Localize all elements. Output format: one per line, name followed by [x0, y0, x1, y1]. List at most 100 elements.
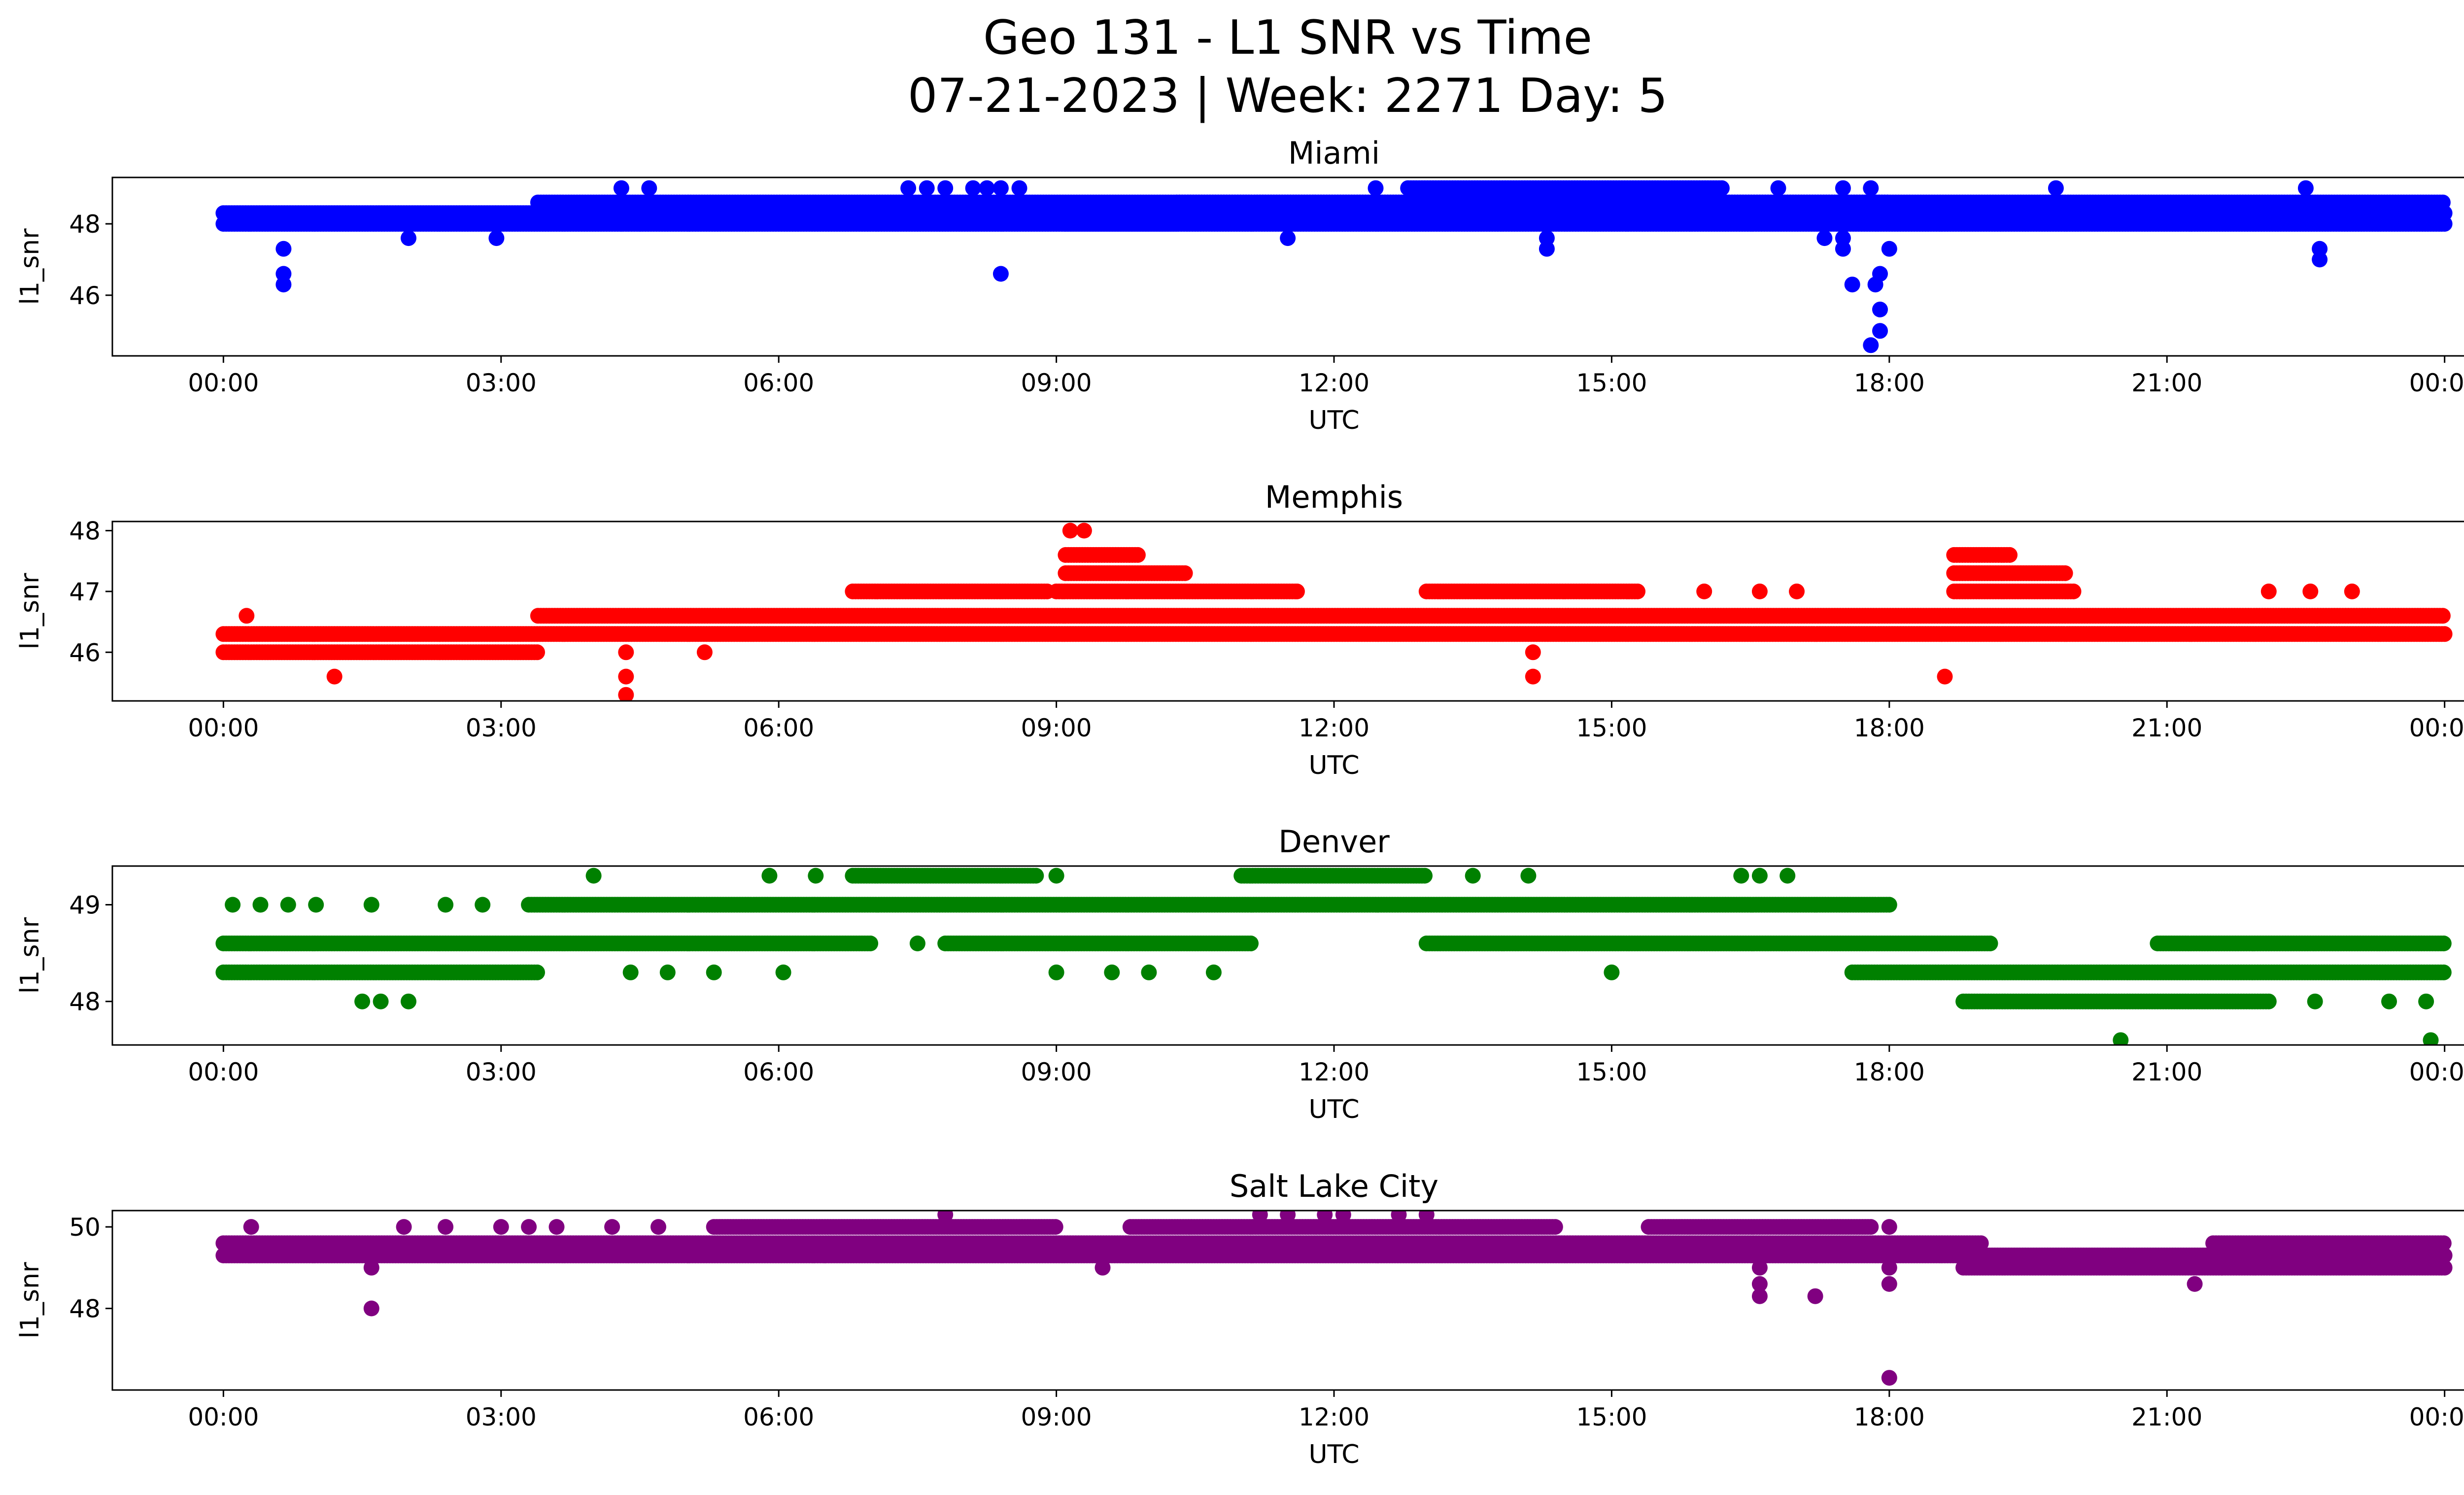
data-point	[2434, 608, 2451, 624]
data-point	[1168, 216, 1185, 232]
data-point	[1844, 277, 1860, 293]
data-point	[2065, 583, 2082, 599]
data-point	[1863, 337, 1879, 353]
x-tick-label: 21:00	[2131, 369, 2202, 397]
data-point	[1280, 230, 1296, 246]
data-series	[215, 522, 2453, 701]
subplot-title: Miami	[1288, 135, 1380, 171]
data-point	[1880, 194, 1896, 210]
x-axis-label: UTC	[1308, 751, 1359, 780]
figure-title: Geo 131 - L1 SNR vs Time 07-21-2023 | We…	[0, 9, 2464, 125]
data-point	[613, 216, 629, 232]
data-point	[401, 230, 416, 246]
data-point	[2002, 547, 2018, 563]
data-point	[919, 180, 935, 196]
data-point	[696, 644, 713, 661]
data-point	[900, 180, 917, 196]
x-tick-label: 15:00	[1576, 369, 1647, 397]
data-point	[2344, 583, 2360, 599]
data-point	[1789, 583, 1805, 599]
y-tick-label: 47	[69, 578, 101, 606]
data-point	[239, 608, 255, 624]
data-point	[641, 180, 657, 196]
data-point	[1770, 180, 1786, 196]
data-point	[992, 180, 1009, 196]
x-tick-label: 00:00	[188, 714, 259, 742]
data-point	[1062, 522, 1078, 539]
data-point	[1872, 266, 1888, 282]
data-point	[275, 241, 292, 257]
x-tick-label: 06:00	[743, 714, 814, 742]
data-point	[632, 216, 648, 232]
data-point	[529, 644, 545, 661]
data-point	[937, 180, 954, 196]
data-point	[1630, 583, 1645, 599]
data-point	[1525, 644, 1541, 661]
figure-title-line1: Geo 131 - L1 SNR vs Time	[983, 11, 1592, 65]
data-point	[965, 180, 981, 196]
data-point	[2057, 565, 2073, 581]
y-axis-label: l1_snr	[15, 228, 45, 305]
x-tick-label: 21:00	[2131, 714, 2202, 742]
y-tick-label: 46	[69, 281, 101, 310]
data-point	[1713, 180, 1730, 196]
subplot-memphis: Memphis 00:00 03:00 06:00 09:00 12:00 15:00 18:…	[15, 479, 2464, 780]
data-point	[488, 230, 505, 246]
subplot-title: Memphis	[1265, 479, 1403, 515]
data-point	[1835, 241, 1851, 257]
data-point	[1872, 323, 1888, 339]
data-point	[618, 644, 634, 661]
y-tick-label: 46	[69, 638, 101, 667]
figure-title-line2: 07-21-2023 | Week: 2271 Day: 5	[907, 69, 1668, 123]
x-tick-label: 00:00	[188, 369, 259, 397]
data-point	[992, 266, 1009, 282]
data-point	[2436, 626, 2453, 642]
x-axis-label: UTC	[1308, 406, 1359, 435]
data-point	[1539, 241, 1555, 257]
x-tick-label: 18:00	[1854, 714, 1925, 742]
x-tick-label: 12:00	[1299, 714, 1369, 742]
data-point	[1937, 668, 1953, 685]
data-point	[1835, 180, 1851, 196]
data-point	[1289, 583, 1305, 599]
data-point	[1881, 241, 1897, 257]
data-point	[1177, 565, 1193, 581]
data-point	[1525, 668, 1541, 685]
data-point	[1816, 216, 1833, 232]
x-tick-label: 00:00	[2409, 714, 2464, 742]
data-point	[1751, 583, 1768, 599]
subplot-miami: Miami 00:00 03:00 06:00 09:00 12:00 15:00 18:00…	[15, 135, 2464, 435]
data-point	[1011, 180, 1027, 196]
x-tick-label: 18:00	[1854, 369, 1925, 397]
data-point	[2260, 583, 2277, 599]
data-point	[326, 668, 342, 685]
x-tick-label: 09:00	[1021, 369, 1092, 397]
y-axis-label: l1_snr	[15, 573, 45, 650]
x-tick-label: 00:00	[2409, 369, 2464, 397]
data-point	[2434, 194, 2451, 210]
data-point	[1872, 301, 1888, 317]
data-series	[215, 180, 2453, 353]
data-point	[618, 687, 634, 701]
data-point	[2048, 180, 2064, 196]
x-tick-label: 12:00	[1299, 369, 1369, 397]
data-point	[2302, 583, 2319, 599]
data-point	[1696, 583, 1712, 599]
data-series	[215, 868, 2452, 1045]
x-tick-label: 03:00	[466, 714, 537, 742]
data-point	[1129, 547, 1146, 563]
data-point	[979, 180, 995, 196]
data-point	[618, 668, 634, 685]
x-tick-label: 09:00	[1021, 714, 1092, 742]
data-point	[275, 277, 292, 293]
data-point	[613, 180, 629, 196]
y-tick-label: 48	[69, 517, 101, 546]
x-tick-label: 03:00	[466, 369, 537, 397]
data-point	[1368, 180, 1384, 196]
x-tick-label: 06:00	[743, 369, 814, 397]
data-point	[2297, 180, 2314, 196]
data-point	[1076, 522, 1092, 539]
x-tick-label: 15:00	[1576, 714, 1647, 742]
